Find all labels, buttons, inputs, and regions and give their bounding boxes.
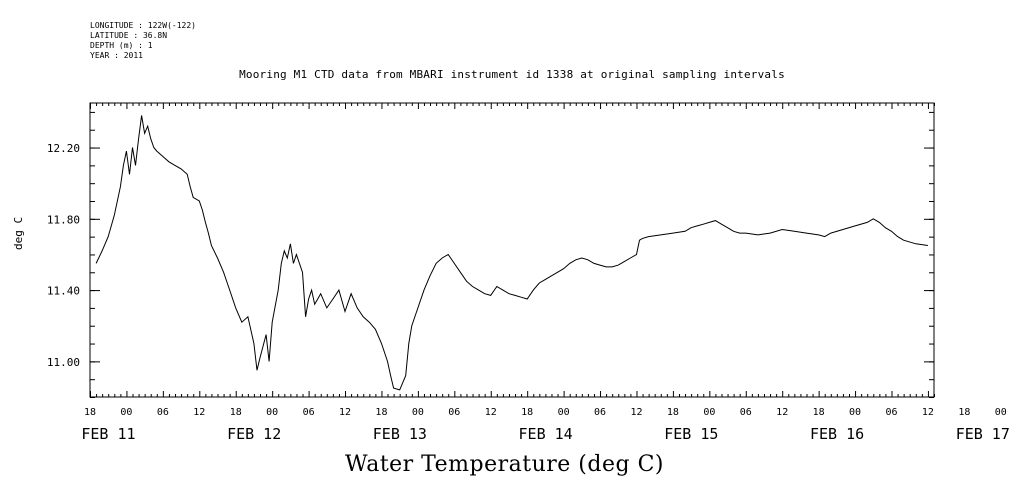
tick-labels: 18 00 06 12 18 00 06 12 18 00 06 12 18 00 06 12 18 00 06 12… <box>47 142 1009 443</box>
hour-tick-label: 06 <box>303 407 315 418</box>
chart-title: Mooring M1 CTD data from MBARI instrumen… <box>239 68 785 81</box>
day-tick-label: FEB 17 <box>956 425 1009 443</box>
hour-tick-label: 00 <box>412 407 424 418</box>
hour-tick-label: 18 <box>230 407 242 418</box>
year-label: YEAR : 2011 <box>90 51 143 60</box>
hour-tick-label: 12 <box>193 407 205 418</box>
hour-tick-label: 06 <box>594 407 606 418</box>
day-tick-label: FEB 15 <box>664 425 718 443</box>
hour-tick-label: 18 <box>958 407 970 418</box>
hour-tick-label: 18 <box>521 407 533 418</box>
depth-label: DEPTH (m) : 1 <box>90 41 153 50</box>
axis-ticks <box>90 103 935 398</box>
latitude-label: LATITUDE : 36.8N <box>90 31 168 40</box>
hour-tick-label: 00 <box>995 407 1007 418</box>
hour-tick-label: 00 <box>266 407 278 418</box>
hour-tick-label: 18 <box>667 407 679 418</box>
hour-tick-label: 06 <box>885 407 897 418</box>
y-tick-label: 11.40 <box>47 285 80 298</box>
hour-tick-label: 06 <box>448 407 460 418</box>
hour-tick-label: 18 <box>375 407 387 418</box>
hour-tick-label: 06 <box>157 407 169 418</box>
day-tick-label: FEB 14 <box>519 425 573 443</box>
hour-tick-label: 00 <box>849 407 861 418</box>
metadata-block: LONGITUDE : 122W(-122) LATITUDE : 36.8N DE… <box>90 21 196 61</box>
hour-tick-label: 12 <box>922 407 934 418</box>
longitude-label: LONGITUDE : 122W(-122) <box>90 21 196 30</box>
hour-tick-label: 12 <box>339 407 351 418</box>
hour-tick-label: 06 <box>740 407 752 418</box>
hour-tick-label: 12 <box>630 407 642 418</box>
y-tick-label: 12.20 <box>47 142 80 155</box>
hour-tick-label: 12 <box>776 407 788 418</box>
hour-tick-label: 00 <box>120 407 132 418</box>
plot-frame <box>89 102 935 398</box>
x-axis-label: Water Temperature (deg C) <box>345 452 664 477</box>
day-tick-label: FEB 13 <box>373 425 427 443</box>
y-tick-label: 11.00 <box>47 356 80 369</box>
day-tick-label: FEB 12 <box>227 425 281 443</box>
hour-tick-label: 18 <box>813 407 825 418</box>
y-tick-label: 11.80 <box>47 213 80 226</box>
hour-tick-label: 12 <box>485 407 497 418</box>
day-tick-label: FEB 11 <box>81 425 135 443</box>
hour-tick-label: 18 <box>84 407 96 418</box>
series-line <box>95 115 928 391</box>
hour-tick-label: 00 <box>558 407 570 418</box>
hour-tick-label: 00 <box>703 407 715 418</box>
day-tick-label: FEB 16 <box>810 425 864 443</box>
